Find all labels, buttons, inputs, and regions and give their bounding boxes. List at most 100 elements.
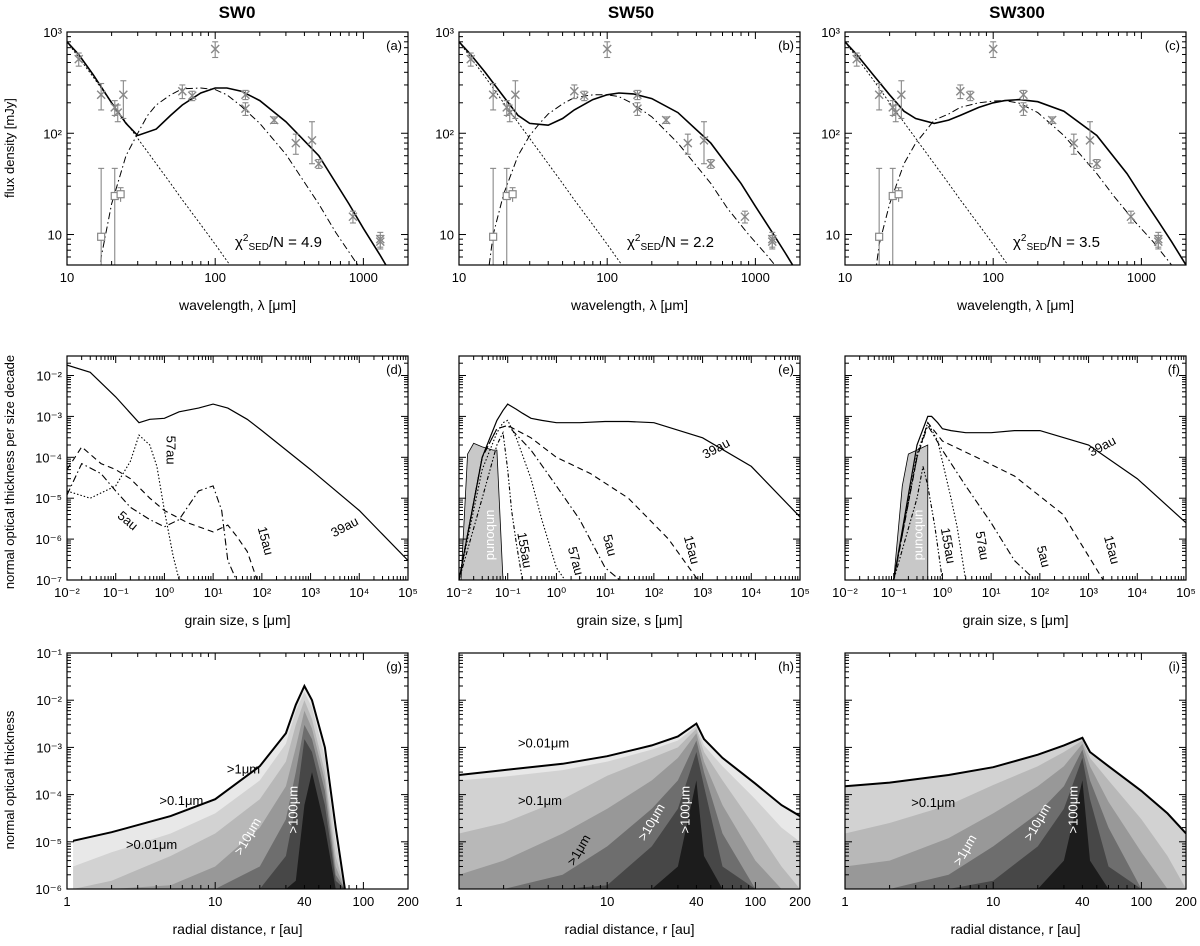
obs-cross-marker: [896, 90, 906, 100]
x-tick-label: 1: [455, 894, 462, 909]
size-band-6: [845, 757, 1186, 889]
x-tick-label: 200: [789, 894, 811, 909]
size-threshold-label: >100μm: [1065, 786, 1080, 834]
plot-frame: [66, 652, 409, 890]
y-tick-label: 10³: [435, 25, 454, 40]
curve-label-5au: 5au: [1034, 544, 1054, 569]
plot-frame: [66, 31, 409, 266]
curve-label-15au: 15au: [255, 525, 277, 557]
x-tick-label: 1000: [349, 270, 378, 285]
y-tick-label: 10: [48, 228, 62, 243]
axis-ticks: 10 100 1000 10 10² 10³: [43, 25, 409, 285]
y-tick-label: 10³: [821, 25, 840, 40]
curve-label-57au: 57au: [164, 436, 179, 465]
chi2-symbol: χ: [1013, 234, 1021, 251]
obs-cross-marker: [955, 86, 965, 96]
x-tick-label: 1000: [1127, 270, 1156, 285]
obs-cross-marker: [1085, 135, 1095, 145]
x-tick-label: 10⁰: [155, 585, 175, 600]
plot-area: [845, 736, 1186, 889]
y-tick-label: 10⁻⁴: [35, 788, 62, 803]
curve-57au: [67, 434, 180, 580]
plot-area: unbound: [893, 415, 1186, 580]
sed-x-axis-label: wavelength, λ [μm]: [956, 297, 1074, 313]
obs-cross-marker: [505, 108, 515, 118]
radial-y-axis-label: normal optical thickness: [2, 710, 17, 849]
x-tick-label: 10¹: [982, 585, 1001, 600]
obs-cross-marker: [569, 86, 579, 96]
panel-letter-g: (g): [386, 659, 402, 674]
curve-39au: [67, 364, 408, 561]
y-tick-label: 10⁻²: [36, 369, 62, 384]
obs-cross-marker: [1018, 90, 1028, 100]
curve-label-57au: 57au: [973, 530, 993, 561]
chi2-symbol: χ: [627, 234, 635, 251]
x-tick-label: 10²: [644, 585, 663, 600]
stellar-photosphere-line: [67, 41, 231, 265]
curve-5au: [893, 424, 1040, 580]
axis-ticks: 10 100 1000 10 10² 10³: [821, 25, 1187, 285]
grain-size-x-axis-label: grain size, s [μm]: [962, 612, 1068, 628]
grain-size-x-axis-label: grain size, s [μm]: [576, 612, 682, 628]
x-tick-label: 10²: [252, 585, 271, 600]
obs-cross-marker: [291, 138, 301, 148]
curve-155au: [459, 430, 523, 580]
obs-cross-marker: [852, 54, 862, 64]
x-tick-label: 10⁻²: [446, 585, 472, 600]
plot-frame: [844, 355, 1187, 581]
x-tick-label: 10⁻²: [54, 585, 80, 600]
plot-area: [459, 722, 800, 889]
obs-upper-limit-marker: [489, 232, 498, 241]
curve-label-39au: 39au: [1086, 433, 1119, 460]
obs-cross-marker: [1047, 115, 1057, 125]
size-threshold-label: >0.01μm: [518, 735, 569, 750]
sed-panel-3: (c) 10 100 1000 10 10² 10³ χ2SED/N = 3.5 wavelen…: [821, 25, 1187, 313]
panel-letter-e: (e): [778, 362, 794, 377]
grain-size-y-axis-label: normal optical thickness per size decade: [2, 355, 17, 589]
curve-label-15au: 15au: [1101, 534, 1123, 566]
x-tick-label: 10: [452, 270, 466, 285]
column-title-sw300: SW300: [989, 3, 1045, 22]
disk-emission-line: [875, 100, 1172, 265]
total-sed-line: [845, 41, 1186, 265]
y-tick-label: 10²: [43, 126, 62, 141]
size-threshold-label: >100μm: [678, 786, 693, 834]
x-tick-label: 10⁵: [1176, 585, 1196, 600]
obs-upper-limit-marker: [894, 190, 903, 199]
plot-frame: [66, 355, 409, 581]
obs-cross-marker: [307, 135, 317, 145]
grain-size-x-axis-label: grain size, s [μm]: [184, 612, 290, 628]
size-threshold-label: >100μm: [286, 786, 301, 834]
size-band-5: [73, 724, 345, 889]
total-optical-thickness-line: [845, 736, 1186, 835]
obs-cross-marker: [602, 44, 612, 54]
unbound-grain-region: [460, 442, 504, 580]
curve-label-15au: 15au: [681, 534, 703, 566]
size-threshold-label: >0.01μm: [126, 837, 177, 852]
chi2-symbol: χ: [235, 234, 243, 251]
plot-area: unbound: [459, 403, 800, 580]
unbound-label: unbound: [913, 510, 928, 561]
x-tick-label: 10: [208, 894, 222, 909]
x-tick-label: 100: [982, 270, 1004, 285]
y-tick-label: 10⁻⁵: [35, 835, 62, 850]
observations: [852, 41, 1163, 265]
curve-label-5au: 5au: [115, 508, 141, 533]
size-band-7: [73, 772, 345, 889]
x-tick-label: 200: [1175, 894, 1197, 909]
panel-letter-f: (f): [1168, 362, 1180, 377]
obs-cross-marker: [488, 90, 498, 100]
x-tick-label: 10³: [693, 585, 712, 600]
obs-cross-marker: [767, 237, 777, 247]
column-title-sw50: SW50: [608, 3, 654, 22]
y-tick-label: 10⁻³: [36, 409, 62, 424]
chi2-superscript: 2: [635, 233, 641, 244]
x-tick-label: 200: [397, 894, 419, 909]
obs-cross-marker: [375, 237, 385, 247]
axis-ticks: 1 10 40 100 200: [841, 652, 1197, 909]
x-tick-label: 100: [745, 894, 767, 909]
